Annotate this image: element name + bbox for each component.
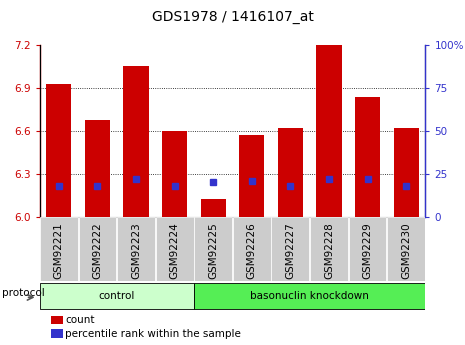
FancyBboxPatch shape	[310, 217, 348, 281]
Bar	[239, 135, 264, 217]
FancyBboxPatch shape	[387, 217, 425, 281]
FancyBboxPatch shape	[233, 217, 271, 281]
FancyBboxPatch shape	[194, 283, 425, 309]
Text: basonuclin knockdown: basonuclin knockdown	[250, 291, 369, 301]
Text: percentile rank within the sample: percentile rank within the sample	[65, 329, 241, 339]
Bar	[85, 120, 110, 217]
Text: GSM92226: GSM92226	[247, 223, 257, 279]
FancyBboxPatch shape	[272, 217, 309, 281]
Bar	[317, 45, 341, 217]
Bar	[46, 84, 71, 217]
Text: GSM92221: GSM92221	[54, 223, 64, 279]
Text: count: count	[65, 315, 94, 325]
Text: GSM92224: GSM92224	[170, 223, 179, 279]
Bar	[394, 128, 418, 217]
Text: GSM92225: GSM92225	[208, 223, 218, 279]
Text: GSM92222: GSM92222	[93, 223, 102, 279]
Bar	[278, 128, 303, 217]
Bar	[51, 316, 63, 324]
Bar	[124, 66, 148, 217]
Bar	[162, 131, 187, 217]
Bar	[355, 97, 380, 217]
FancyBboxPatch shape	[79, 217, 116, 281]
Text: GSM92229: GSM92229	[363, 223, 372, 279]
FancyBboxPatch shape	[40, 217, 78, 281]
Text: GSM92228: GSM92228	[324, 223, 334, 279]
Bar	[51, 329, 63, 338]
Text: GSM92223: GSM92223	[131, 223, 141, 279]
Text: GSM92230: GSM92230	[401, 223, 411, 279]
FancyBboxPatch shape	[349, 217, 386, 281]
Bar	[201, 199, 226, 217]
Text: GSM92227: GSM92227	[286, 223, 295, 279]
Text: GDS1978 / 1416107_at: GDS1978 / 1416107_at	[152, 10, 313, 24]
FancyBboxPatch shape	[194, 217, 232, 281]
FancyBboxPatch shape	[156, 217, 193, 281]
Text: control: control	[99, 291, 135, 301]
FancyBboxPatch shape	[40, 283, 194, 309]
FancyBboxPatch shape	[117, 217, 155, 281]
Text: protocol: protocol	[2, 288, 45, 298]
